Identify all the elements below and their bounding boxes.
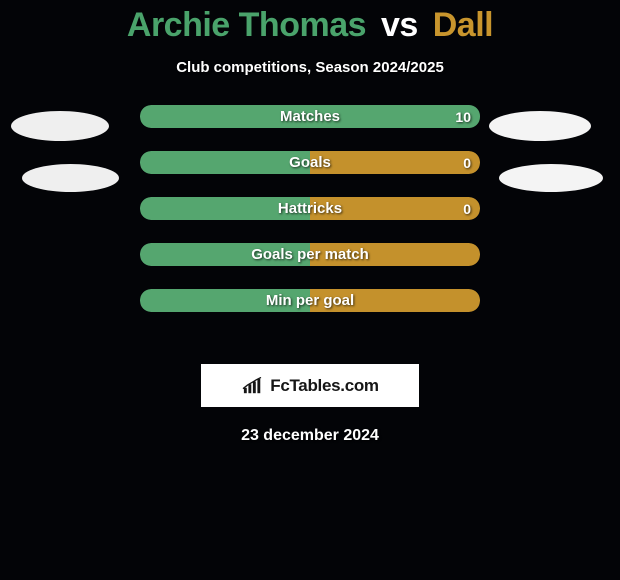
bar-container: Matches10Goals0Hattricks0Goals per match…	[140, 105, 480, 335]
stat-row: Matches10	[140, 105, 480, 128]
stat-label: Matches	[140, 105, 480, 128]
brand-logo: FcTables.com	[201, 364, 419, 407]
title-vs: vs	[381, 6, 418, 44]
decorative-ellipse-icon	[489, 111, 591, 141]
decorative-ellipse-icon	[11, 111, 109, 141]
subtitle: Club competitions, Season 2024/2025	[0, 59, 620, 76]
comparison-title: Archie Thomas vs Dall	[0, 0, 620, 45]
player1-name: Archie Thomas	[127, 6, 366, 44]
stat-label: Hattricks	[140, 197, 480, 220]
generation-date: 23 december 2024	[0, 427, 620, 445]
stat-label: Goals	[140, 151, 480, 174]
brand-text: FcTables.com	[270, 376, 379, 396]
decorative-ellipse-icon	[22, 164, 119, 192]
comparison-chart: Matches10Goals0Hattricks0Goals per match…	[0, 114, 620, 344]
stat-row: Goals per match	[140, 243, 480, 266]
player2-name: Dall	[433, 6, 493, 44]
stat-row: Goals0	[140, 151, 480, 174]
stat-label: Goals per match	[140, 243, 480, 266]
stat-row: Min per goal	[140, 289, 480, 312]
chart-icon	[241, 377, 263, 395]
stat-value: 0	[463, 151, 471, 174]
stat-value: 10	[455, 105, 471, 128]
stat-label: Min per goal	[140, 289, 480, 312]
stat-row: Hattricks0	[140, 197, 480, 220]
decorative-ellipse-icon	[499, 164, 603, 192]
stat-value: 0	[463, 197, 471, 220]
